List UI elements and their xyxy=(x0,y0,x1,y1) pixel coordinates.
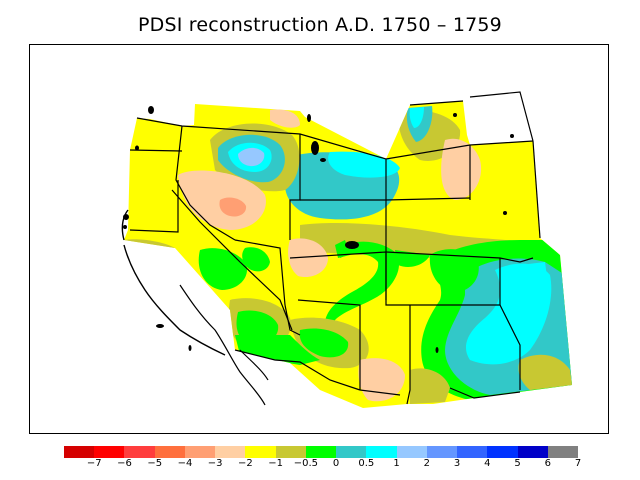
legend-swatch xyxy=(426,446,458,458)
legend-tick-label: 2 xyxy=(423,458,430,469)
legend-tick-label: 0 xyxy=(332,458,340,469)
legend-swatch xyxy=(154,446,185,458)
legend-tick-label: 1 xyxy=(393,458,400,469)
color-legend xyxy=(64,446,578,458)
legend-tick-label: −6 xyxy=(117,458,132,469)
legend-swatch xyxy=(457,446,488,458)
legend-tick-label: −3 xyxy=(207,458,223,469)
legend-swatch xyxy=(245,446,276,458)
legend-swatch xyxy=(275,446,306,458)
legend-tick-label: −0.5 xyxy=(293,458,319,469)
legend-tick-label: −5 xyxy=(147,458,163,469)
legend-tick-label: −1 xyxy=(268,458,284,469)
legend-tick-label: 4 xyxy=(484,458,491,469)
legend-swatch xyxy=(215,446,246,458)
legend-tick-label: −4 xyxy=(177,458,193,469)
legend-swatch xyxy=(396,446,427,458)
legend-swatch xyxy=(64,446,95,458)
legend-swatch xyxy=(366,446,397,458)
legend-tick-label: −2 xyxy=(238,458,253,469)
lakes xyxy=(123,106,514,353)
coastline xyxy=(121,209,226,356)
legend-tick-label: 3 xyxy=(453,458,461,469)
map-title: PDSI reconstruction A.D. 1750 – 1759 xyxy=(138,14,502,36)
legend-tick-label: 7 xyxy=(574,458,582,469)
legend-swatch xyxy=(184,446,216,458)
legend-tick-label: 6 xyxy=(544,458,551,469)
legend-tick-label: −7 xyxy=(86,458,102,469)
legend-swatch xyxy=(305,446,337,458)
pdsi-contour-fill xyxy=(124,101,572,408)
legend-tick-label: 5 xyxy=(514,458,521,469)
legend-swatch xyxy=(124,446,155,458)
legend-swatch xyxy=(487,446,518,458)
legend-swatch xyxy=(517,446,548,458)
legend-swatch xyxy=(336,446,367,458)
legend-swatch xyxy=(547,446,578,458)
legend-swatch xyxy=(94,446,125,458)
legend-tick-label: 0.5 xyxy=(358,458,375,469)
state-borders xyxy=(129,91,541,406)
legend-ticks: −7 −6 −5 −4 −3 −2 −1 −0.5 0 0.5 1 2 3 4 5 6 7 xyxy=(0,458,640,474)
